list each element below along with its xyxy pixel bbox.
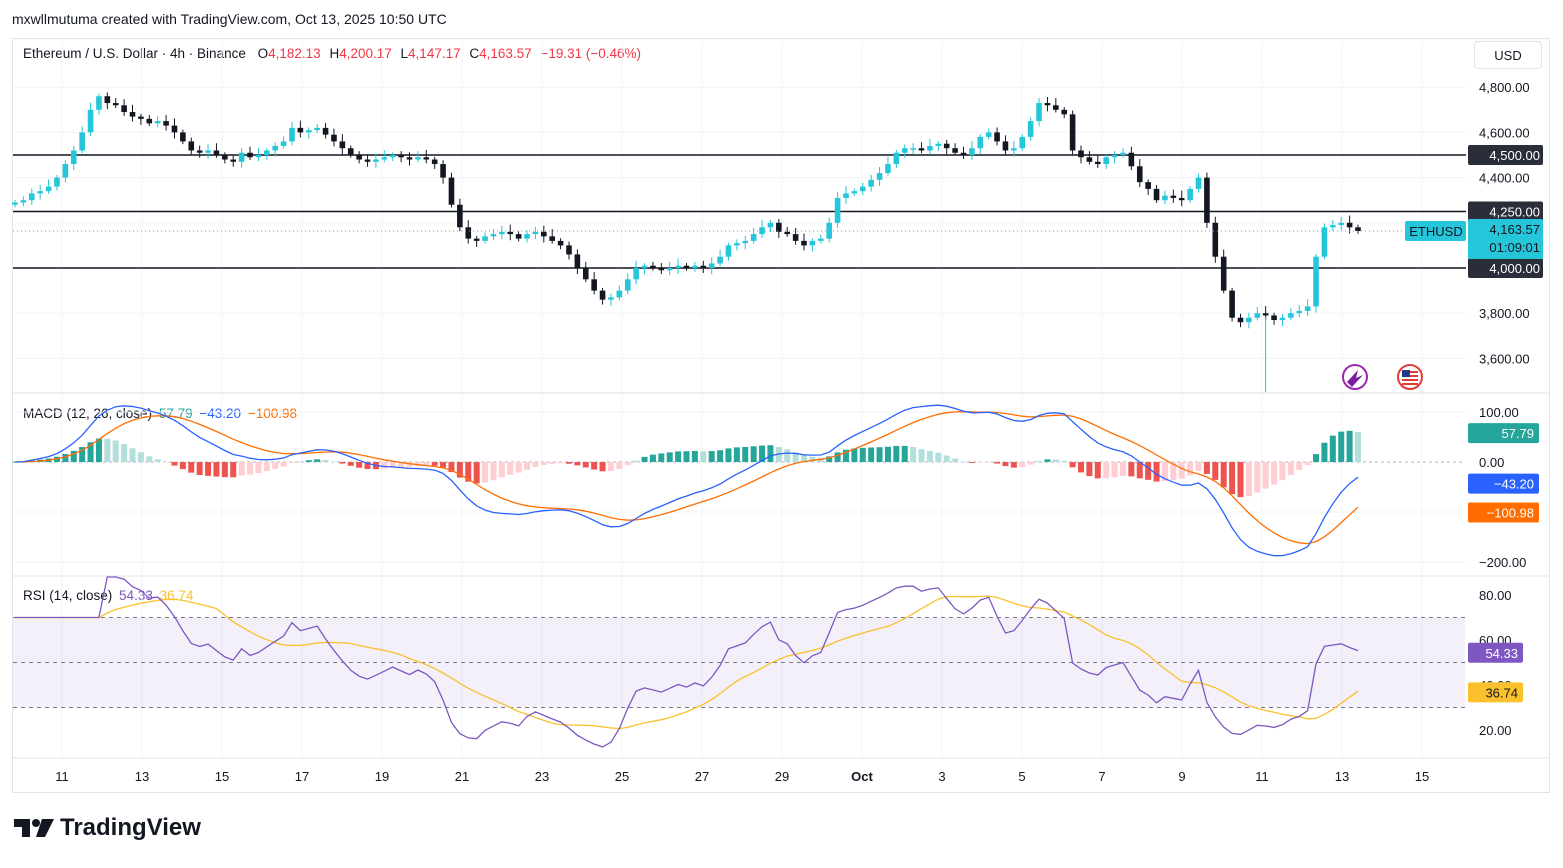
macd-title: MACD (12, 26, close) [23,406,153,421]
tradingview-logo: TradingView [14,814,201,842]
macd-signal-value: −100.98 [247,406,297,421]
ohlc-close: 4,163.57 [479,46,532,61]
symbol-title: Ethereum / U.S. Dollar · 4h · Binance [23,46,246,61]
ohlc-close-label: C [469,46,480,61]
currency-button[interactable]: USD [1474,41,1542,69]
ohlc-open: 4,182.13 [268,46,321,61]
rsi-title: RSI (14, close) [23,588,113,603]
author-line: mxwllmutuma created with TradingView.com… [12,11,447,27]
main-legend: Ethereum / U.S. Dollar · 4h · Binance O4… [23,46,641,61]
rsi-value: 54.33 [119,588,153,603]
tradingview-logo-icon [14,819,54,837]
ohlc-change: −19.31 (−0.46%) [540,46,642,61]
ohlc-open-label: O [257,46,269,61]
rsi-legend: RSI (14, close) 54.33 36.74 [23,588,193,603]
macd-line-value: −43.20 [199,406,242,421]
ohlc-high: 4,200.17 [339,46,392,61]
ohlc-low: 4,147.17 [408,46,461,61]
rsi-ma-value: 36.74 [159,588,194,603]
ohlc-low-label: L [400,46,409,61]
macd-hist-value: 57.79 [158,406,193,421]
brand-name: TradingView [60,814,201,841]
chart-frame [12,38,1550,793]
ohlc-high-label: H [329,46,340,61]
macd-legend: MACD (12, 26, close) 57.79 −43.20 −100.9… [23,406,297,421]
